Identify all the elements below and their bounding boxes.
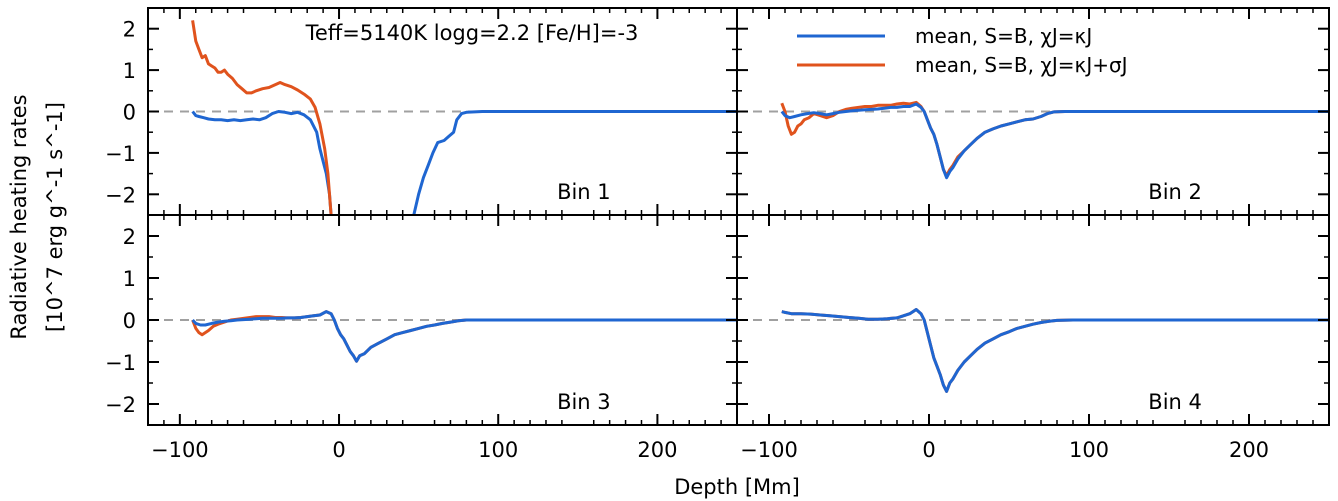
plot-area bbox=[191, 310, 737, 363]
annotation-stellar-parameters: Teff=5140K logg=2.2 [Fe/H]=-3 bbox=[305, 21, 639, 45]
panel-bin-2: Bin 2 bbox=[736, 7, 1330, 216]
x-tick-label: 200 bbox=[637, 438, 677, 462]
x-tick-label: 200 bbox=[1229, 438, 1269, 462]
x-tick-label: 100 bbox=[478, 438, 518, 462]
y-tick-label: −2 bbox=[105, 393, 136, 417]
y-tick-label: −2 bbox=[105, 183, 136, 207]
y-tick-label: 1 bbox=[123, 59, 136, 83]
series-line-blue-0 bbox=[781, 308, 1329, 393]
x-tick-label: 0 bbox=[332, 438, 345, 462]
y-tick-label: −1 bbox=[105, 351, 136, 375]
plot-area bbox=[781, 308, 1329, 393]
series-line-blue-0 bbox=[191, 110, 333, 215]
panel-label: Bin 3 bbox=[557, 390, 611, 414]
panel-label: Bin 4 bbox=[1148, 390, 1202, 414]
x-tick-label: 0 bbox=[922, 438, 935, 462]
panel-bin-4: −100 0 100 200 Bin 4 bbox=[736, 214, 1330, 462]
panel-label: Bin 1 bbox=[557, 180, 611, 204]
y-tick-label: 0 bbox=[123, 309, 136, 333]
y-axis-label-line1: Radiative heating rates bbox=[7, 94, 31, 339]
y-tick-label: 0 bbox=[123, 101, 136, 125]
legend: mean, S=B, χJ=κJ mean, S=B, χJ=κJ+σJ bbox=[797, 24, 1128, 77]
plot-area bbox=[191, 20, 737, 215]
y-axis-label-line2: [10^7 erg g^-1 s^-1] bbox=[43, 102, 67, 332]
x-axis-label: Depth [Mm] bbox=[674, 475, 800, 499]
y-tick-label: 1 bbox=[123, 267, 136, 291]
panel-bin-1: −2 −1 0 1 2 Bin 1 bbox=[105, 7, 738, 216]
plot-area bbox=[780, 100, 1329, 180]
series-line-blue-0 bbox=[780, 102, 1329, 180]
y-tick-label: −1 bbox=[105, 142, 136, 166]
x-tick-label: 100 bbox=[1069, 438, 1109, 462]
panel-label: Bin 2 bbox=[1148, 180, 1202, 204]
series-line-blue-0 bbox=[191, 310, 737, 363]
legend-label-orange: mean, S=B, χJ=κJ+σJ bbox=[915, 53, 1128, 77]
series-line-orange-0 bbox=[780, 100, 1329, 178]
y-tick-label: 2 bbox=[123, 225, 136, 249]
series-line-orange-0 bbox=[191, 20, 333, 215]
x-tick-label: −100 bbox=[151, 438, 209, 462]
series-line-blue-1 bbox=[412, 110, 737, 215]
x-tick-label: −100 bbox=[740, 438, 798, 462]
y-tick-label: 2 bbox=[123, 18, 136, 42]
panel-bin-3: −100 0 100 200 −2 −1 0 1 2 Bin 3 bbox=[105, 214, 738, 462]
legend-label-blue: mean, S=B, χJ=κJ bbox=[915, 24, 1092, 48]
